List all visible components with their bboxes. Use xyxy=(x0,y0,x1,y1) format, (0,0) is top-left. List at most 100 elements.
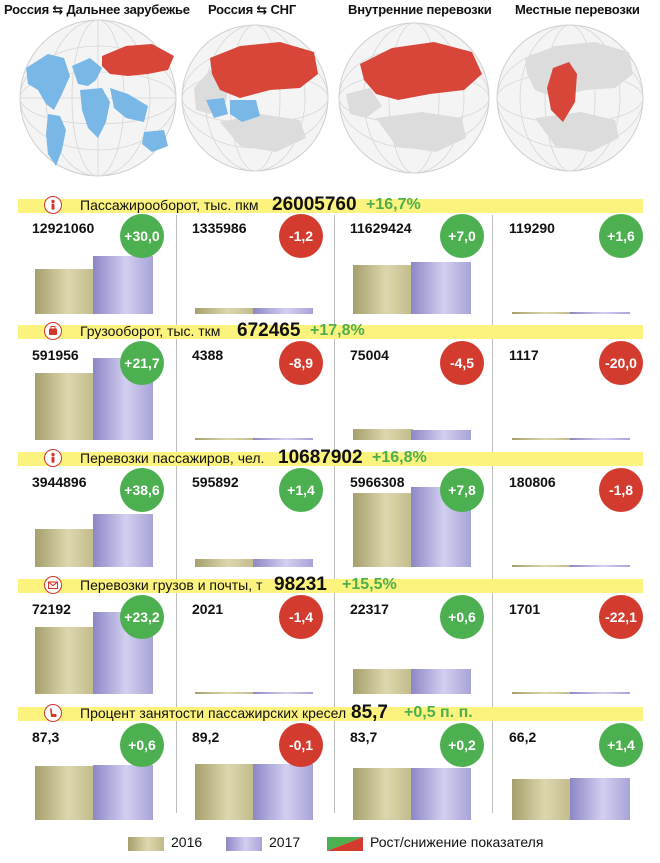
cell-value: 72192 xyxy=(32,601,71,617)
legend-label-2016: 2016 xyxy=(171,834,203,850)
cell-value: 180806 xyxy=(509,474,556,490)
bar-2016 xyxy=(35,765,95,820)
section-band xyxy=(18,579,643,593)
change-badge: -1,2 xyxy=(279,214,323,258)
cell-value: 75004 xyxy=(350,347,389,363)
cell-value: 66,2 xyxy=(509,729,537,745)
bar-2016 xyxy=(512,564,572,567)
cargo-icon xyxy=(44,322,62,340)
cell-value: 87,3 xyxy=(32,729,60,745)
legend-swatch-change xyxy=(327,837,363,851)
column-divider xyxy=(176,215,177,813)
change-badge: +1,4 xyxy=(279,468,323,512)
cell-value: 12921060 xyxy=(32,220,95,236)
change-badge: +1,4 xyxy=(599,723,643,767)
change-badge: +7,0 xyxy=(440,214,484,258)
change-badge: -0,1 xyxy=(279,723,323,767)
bar-2017 xyxy=(570,438,630,440)
bar-2016 xyxy=(353,429,413,440)
change-badge: +0,6 xyxy=(440,595,484,639)
section-band xyxy=(18,199,643,213)
bar-2016 xyxy=(35,627,95,694)
column-title-far-abroad: Россия ⇆ Дальнее зарубежье xyxy=(4,2,190,17)
section-title: Перевозки пассажиров, чел. xyxy=(80,450,265,466)
legend-label-2017: 2017 xyxy=(269,834,301,850)
section-band xyxy=(18,707,643,721)
bar-2017 xyxy=(411,429,471,440)
change-badge: +7,8 xyxy=(440,468,484,512)
bar-2017 xyxy=(253,764,313,820)
mail-icon xyxy=(44,576,62,594)
section-change: +0,5 п. п. xyxy=(404,704,473,721)
bar-2016 xyxy=(512,438,572,440)
section-change: +15,5% xyxy=(342,576,397,593)
bar-2017 xyxy=(411,261,471,314)
bar-2016 xyxy=(195,307,255,314)
bar-2016 xyxy=(353,767,413,820)
cell-value: 119290 xyxy=(509,220,555,236)
cell-value: 11629424 xyxy=(350,220,412,236)
bar-2016 xyxy=(353,492,413,567)
section-total: 10687902 xyxy=(278,447,363,468)
seat-icon xyxy=(44,704,62,722)
change-badge: -8,9 xyxy=(279,341,323,385)
legend-swatch-2016 xyxy=(128,837,164,851)
cell-value: 4388 xyxy=(192,347,224,363)
change-badge: +0,2 xyxy=(440,723,484,767)
bar-2017 xyxy=(93,256,153,314)
person-icon xyxy=(44,196,62,214)
change-badge: +30,0 xyxy=(120,214,164,258)
bar-2016 xyxy=(512,691,572,694)
change-badge: +38,6 xyxy=(120,468,164,512)
cell-value: 22317 xyxy=(350,601,389,617)
change-badge: +0,6 xyxy=(120,723,164,767)
bar-2017 xyxy=(253,691,313,694)
cell-value: 83,7 xyxy=(350,729,378,745)
column-divider xyxy=(334,215,335,813)
section-title: Грузооборот, тыс. ткм xyxy=(80,323,221,339)
bar-2016 xyxy=(35,528,95,567)
cell-value: 2021 xyxy=(192,601,224,617)
change-badge: -1,8 xyxy=(599,468,643,512)
column-title-cis: Россия ⇆ СНГ xyxy=(208,2,297,17)
legend-label-change: Рост/снижение показателя xyxy=(370,834,544,850)
world-map-domestic xyxy=(338,22,490,174)
column-title-domestic: Внутренние перевозки xyxy=(348,2,492,17)
section-change: +16,7% xyxy=(366,196,421,213)
cell-value: 89,2 xyxy=(192,729,220,745)
bar-2016 xyxy=(35,372,95,440)
legend-swatch-2017 xyxy=(226,837,262,851)
bar-2017 xyxy=(253,559,313,567)
section-title: Процент занятости пассажирских кресел xyxy=(80,705,347,721)
section-total: 98231 xyxy=(274,574,327,595)
bar-2017 xyxy=(570,692,630,694)
bar-2017 xyxy=(93,765,153,820)
bar-2017 xyxy=(93,514,153,567)
bar-2017 xyxy=(253,438,313,440)
bar-2016 xyxy=(195,559,255,567)
bar-2016 xyxy=(512,779,572,820)
section-total: 26005760 xyxy=(272,194,357,215)
cell-value: 1335986 xyxy=(192,220,247,236)
change-badge: +1,6 xyxy=(599,214,643,258)
change-badge: -1,4 xyxy=(279,595,323,639)
world-map-cis xyxy=(181,24,329,172)
change-badge: +21,7 xyxy=(120,341,164,385)
change-badge: -20,0 xyxy=(599,341,643,385)
section-band xyxy=(18,452,643,466)
column-title-local: Местные перевозки xyxy=(515,2,640,17)
cell-value: 1117 xyxy=(509,347,539,363)
section-change: +16,8% xyxy=(372,449,427,466)
change-badge: -22,1 xyxy=(599,595,643,639)
person-icon xyxy=(44,449,62,467)
bar-2016 xyxy=(195,691,255,694)
section-title: Перевозки грузов и почты, т xyxy=(80,577,263,593)
change-badge: -4,5 xyxy=(440,341,484,385)
bar-2016 xyxy=(195,764,255,820)
change-badge: +23,2 xyxy=(120,595,164,639)
section-band xyxy=(18,325,643,339)
bar-2017 xyxy=(411,767,471,820)
bar-2017 xyxy=(253,308,313,314)
cell-value: 595892 xyxy=(192,474,239,490)
bar-2017 xyxy=(570,778,630,820)
